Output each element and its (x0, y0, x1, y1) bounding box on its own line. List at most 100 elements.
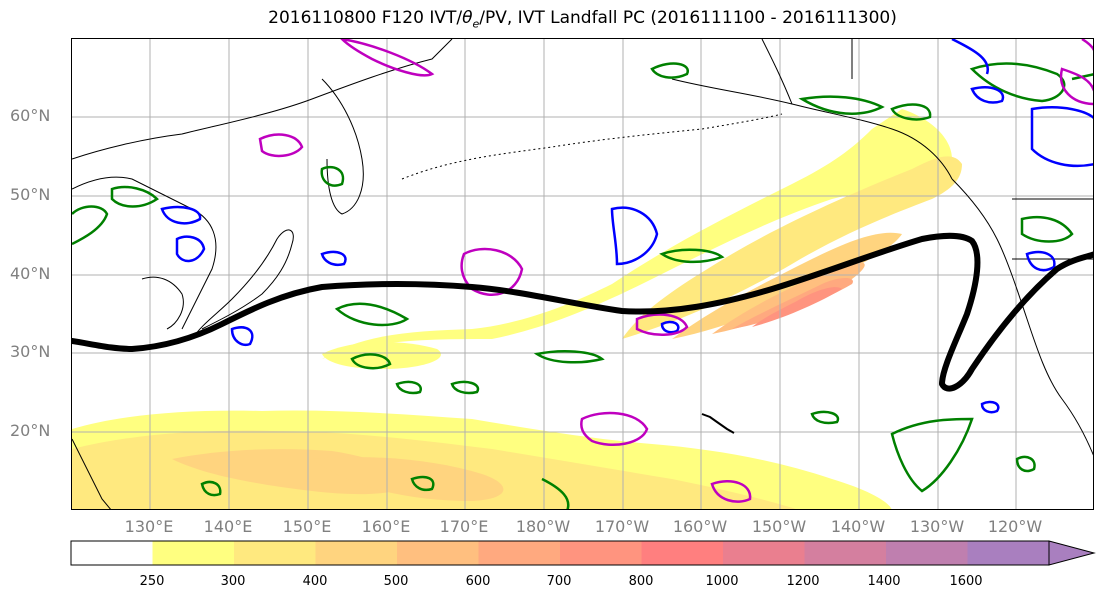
lon-label-160e: 160°E (361, 517, 411, 536)
colorbar-cell (152, 541, 235, 565)
colorbar-tick-700: 700 (546, 574, 572, 589)
theta-e-contour (810, 410, 840, 425)
lon-label-150w: 150°W (751, 517, 807, 536)
ivt-tropical-400b (312, 457, 504, 501)
pv-contour (1030, 106, 1093, 168)
pv-contour (1025, 250, 1056, 272)
pv-contour (160, 205, 202, 225)
pv-contour (175, 235, 206, 263)
colorbar-cell (886, 541, 968, 565)
ivt-shading (72, 109, 962, 509)
lon-label-130e: 130°E (124, 517, 174, 536)
lon-label-170w: 170°W (594, 517, 650, 536)
magenta-contour (1059, 67, 1093, 106)
colorbar-cell (967, 541, 1050, 565)
lon-label-150e: 150°E (282, 517, 332, 536)
colorbar-cell (804, 541, 887, 565)
map-svg (72, 39, 1093, 509)
theta-e-contour (410, 475, 435, 492)
pv-contour (980, 400, 1000, 414)
colorbar-cell (478, 541, 561, 565)
theta-e-contour (533, 350, 605, 364)
colorbar-cells (71, 541, 1050, 565)
coast-alaska (671, 78, 953, 180)
theta-e-contour (659, 248, 725, 264)
theta-e-contour (450, 380, 480, 395)
theta-e-contours (72, 62, 1093, 509)
lat-label-30n: 30°N (10, 342, 51, 361)
theta-e-contour (890, 417, 974, 493)
colorbar-tick-500: 500 (383, 574, 409, 589)
ivt-500-contour (712, 262, 865, 334)
coast-alaska-west (761, 39, 793, 105)
theta-e-contour (1015, 455, 1036, 473)
colorbar-cell (560, 541, 642, 565)
colorbar-tick-1400: 1400 (867, 574, 901, 589)
theta-e-contour (650, 62, 689, 79)
lon-label-140e: 140°E (203, 517, 253, 536)
magenta-contour (635, 313, 689, 336)
lat-label-40n: 40°N (10, 264, 51, 283)
coast-korea (141, 276, 184, 330)
pv-contour (320, 250, 347, 266)
pv-contour (610, 206, 659, 266)
colorbar-tick-1600: 1600 (949, 574, 983, 589)
colorbar-cell (71, 541, 153, 565)
pv-contour (230, 326, 254, 346)
colorbar-tick-1200: 1200 (786, 574, 820, 589)
title-theta: θ (462, 8, 473, 28)
title-suffix: /PV, IVT Landfall PC (2016111100 - 20161… (479, 8, 897, 28)
theta-e-contour (395, 380, 422, 395)
magenta-contour (580, 411, 649, 447)
pv-contour (660, 320, 680, 334)
colorbar-tick-1000: 1000 (705, 574, 739, 589)
theta-e-contour (200, 480, 222, 497)
ivt-250-contour (322, 109, 952, 359)
coastlines (72, 39, 1093, 509)
map-panel (71, 38, 1094, 510)
magenta-contour (258, 133, 304, 158)
colorbar-tick-300: 300 (220, 574, 246, 589)
lon-label-180w: 180°W (515, 517, 571, 536)
map-title: 2016110800 F120 IVT/θe/PV, IVT Landfall … (0, 8, 1105, 30)
ivt-700-contour (752, 287, 842, 327)
pv-contour (951, 39, 989, 75)
colorbar (70, 540, 1096, 566)
theta-e-contour (350, 353, 392, 370)
theta-e-contour (334, 302, 410, 327)
colorbar-outline (70, 540, 1050, 566)
lat-label-50n: 50°N (10, 185, 51, 204)
coast-hawaii (701, 413, 735, 434)
ivt-landfall-line (72, 232, 1093, 392)
ivt-300-contour (622, 156, 962, 339)
magenta-contours (258, 39, 1093, 503)
pv-contours (160, 39, 1093, 414)
colorbar-cell (397, 541, 479, 565)
lon-label-120w: 120°W (987, 517, 1043, 536)
coast-se-asia (72, 438, 111, 509)
pv-contour (970, 86, 1005, 104)
colorbar-tick-600: 600 (465, 574, 491, 589)
theta-e-contour (1020, 215, 1074, 243)
coast-aleutians (401, 113, 783, 180)
lat-label-60n: 60°N (10, 106, 51, 125)
theta-e-contour (798, 95, 885, 115)
coast-japan (191, 229, 294, 340)
lat-label-20n: 20°N (10, 421, 51, 440)
coast-kamchatka (321, 78, 364, 215)
theta-e-contour (541, 477, 570, 509)
magenta-contour (710, 480, 752, 503)
colorbar-extend-arrow (1048, 540, 1096, 566)
magenta-contour (340, 39, 435, 77)
theta-e-contour (969, 62, 1066, 103)
colorbar-cell (315, 541, 398, 565)
colorbar-cell (723, 541, 805, 565)
colorbar-cell (234, 541, 316, 565)
title-theta-subscript: e (472, 17, 480, 31)
theta-e-contour (72, 205, 109, 246)
colorbar-tick-250: 250 (139, 574, 165, 589)
coast-asia-north (72, 39, 453, 160)
colorbar-tick-400: 400 (302, 574, 328, 589)
lon-label-170e: 170°E (439, 517, 489, 536)
theta-e-contour (1071, 73, 1093, 81)
